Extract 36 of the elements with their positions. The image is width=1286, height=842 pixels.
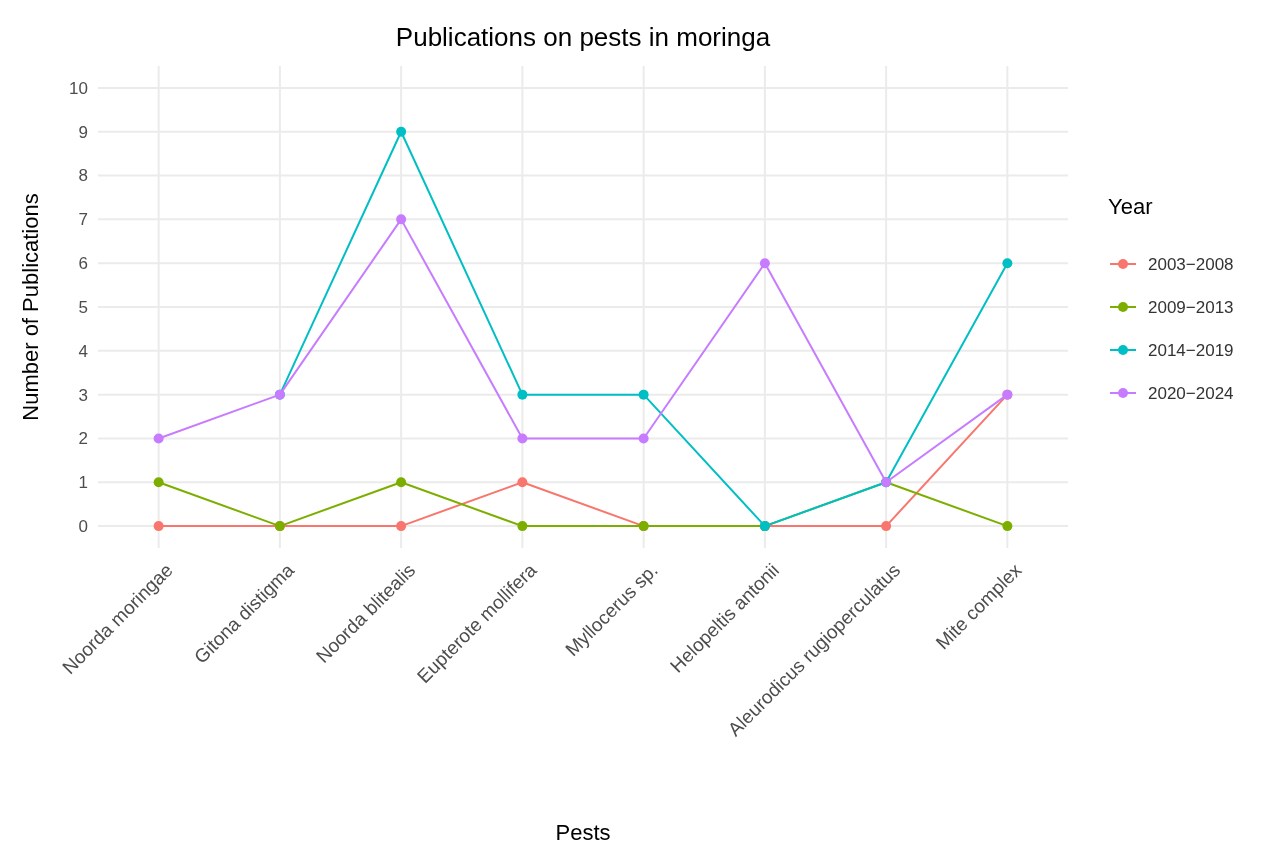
point [881, 521, 892, 532]
legend-label: 2014−2019 [1148, 340, 1234, 360]
y-tick-label: 2 [78, 429, 88, 449]
point [517, 477, 528, 488]
y-tick-label: 6 [78, 254, 88, 274]
point [153, 521, 164, 532]
point [517, 389, 528, 400]
y-tick-label: 10 [69, 78, 88, 98]
point [153, 477, 164, 488]
point [396, 521, 407, 532]
point [759, 258, 770, 269]
legend-label: 2009−2013 [1148, 297, 1234, 317]
point [153, 433, 164, 444]
point [396, 126, 407, 137]
point [517, 521, 528, 532]
point [638, 433, 649, 444]
y-tick-label: 8 [78, 166, 88, 186]
legend-label: 2003−2008 [1148, 254, 1234, 274]
y-tick-label: 9 [78, 122, 88, 142]
y-tick-label: 3 [78, 385, 88, 405]
y-tick-label: 7 [78, 210, 88, 230]
point [1002, 258, 1013, 269]
x-axis-title: Pests [555, 820, 611, 842]
y-tick-label: 0 [78, 517, 88, 537]
point [1002, 521, 1013, 532]
point [638, 389, 649, 400]
y-axis-title: Number of Publications [18, 193, 43, 421]
point [396, 214, 407, 225]
chart-title: Publications on pests in moringa [395, 22, 771, 52]
point [396, 477, 407, 488]
legend-label: 2020−2024 [1148, 383, 1234, 403]
point [517, 433, 528, 444]
legend-title: Year [1108, 194, 1153, 219]
y-tick-label: 1 [78, 473, 88, 493]
y-tick-label: 4 [78, 341, 88, 361]
y-tick-label: 5 [78, 297, 88, 317]
